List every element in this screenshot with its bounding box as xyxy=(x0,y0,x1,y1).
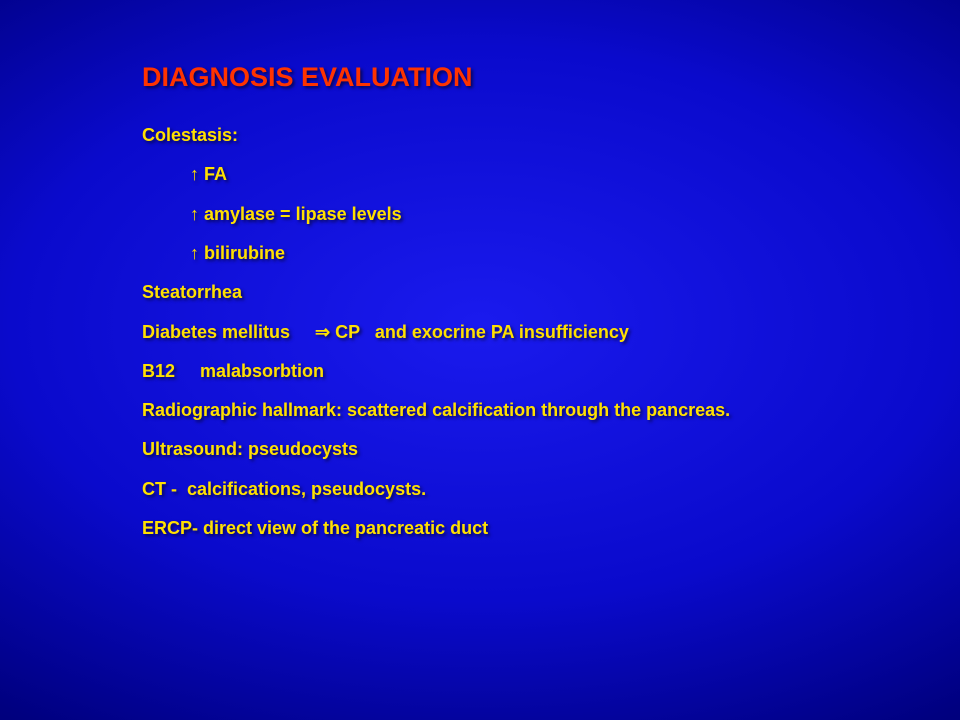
body-line: CT - calcifications, pseudocysts. xyxy=(142,477,902,501)
body-line: ERCP- direct view of the pancreatic duct xyxy=(142,516,902,540)
body-line: Diabetes mellitus ⇒ CP and exocrine PA i… xyxy=(142,320,902,344)
body-line: B12 malabsorbtion xyxy=(142,359,902,383)
body-line: Colestasis: xyxy=(142,123,902,147)
body-line: Radiographic hallmark: scattered calcifi… xyxy=(142,398,902,422)
slide-content: DIAGNOSIS EVALUATION Colestasis: ↑ FA ↑ am… xyxy=(142,60,902,555)
body-line: Ultrasound: pseudocysts xyxy=(142,437,902,461)
slide-title: DIAGNOSIS EVALUATION xyxy=(142,60,902,95)
body-line: ↑ FA xyxy=(142,162,902,186)
body-line: ↑ bilirubine xyxy=(142,241,902,265)
body-line: ↑ amylase = lipase levels xyxy=(142,202,902,226)
body-line: Steatorrhea xyxy=(142,280,902,304)
slide-body: Colestasis: ↑ FA ↑ amylase = lipase levels… xyxy=(142,123,902,540)
